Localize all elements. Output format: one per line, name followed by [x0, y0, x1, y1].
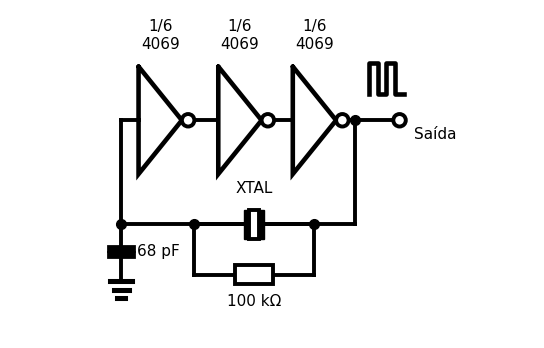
Text: 1/6
4069: 1/6 4069 — [141, 19, 180, 52]
Circle shape — [393, 114, 406, 127]
Bar — [249, 209, 259, 239]
Bar — [235, 265, 273, 284]
Circle shape — [182, 114, 194, 127]
Text: 100 kΩ: 100 kΩ — [227, 294, 281, 309]
Circle shape — [262, 114, 274, 127]
Circle shape — [336, 114, 349, 127]
Text: 68 pF: 68 pF — [137, 245, 180, 260]
Text: XTAL: XTAL — [235, 181, 273, 196]
Text: 1/6
4069: 1/6 4069 — [220, 19, 259, 52]
Bar — [244, 209, 249, 239]
Text: Saída: Saída — [414, 127, 456, 142]
Bar — [259, 209, 264, 239]
Text: 1/6
4069: 1/6 4069 — [295, 19, 334, 52]
